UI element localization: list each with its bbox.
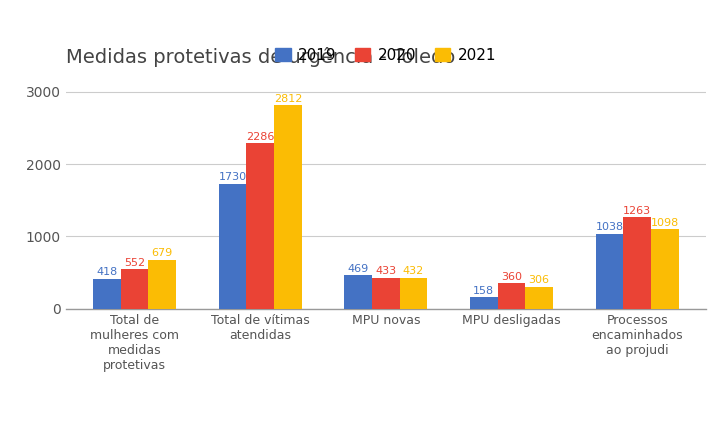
Bar — [219, 184, 246, 309]
Bar — [651, 230, 678, 309]
Bar — [372, 278, 400, 309]
Text: 552: 552 — [124, 258, 145, 268]
Text: 432: 432 — [403, 266, 424, 276]
Text: 433: 433 — [375, 266, 397, 276]
Text: 469: 469 — [347, 264, 369, 274]
Text: 1098: 1098 — [651, 218, 678, 228]
Bar — [93, 278, 121, 309]
Text: 1730: 1730 — [218, 172, 247, 182]
Bar — [121, 269, 149, 309]
Bar — [344, 275, 372, 309]
Bar — [526, 287, 553, 309]
Text: 360: 360 — [501, 272, 522, 281]
Bar — [623, 218, 651, 309]
Bar — [498, 283, 526, 309]
Legend: 2019, 2020, 2021: 2019, 2020, 2021 — [271, 43, 501, 67]
Text: Medidas protetivas de urgência - Toledo: Medidas protetivas de urgência - Toledo — [66, 47, 455, 67]
Text: 1038: 1038 — [596, 222, 623, 233]
Text: 418: 418 — [96, 267, 118, 277]
Text: 679: 679 — [151, 248, 173, 258]
Bar — [470, 297, 498, 309]
Text: 2286: 2286 — [246, 132, 274, 142]
Text: 1263: 1263 — [623, 206, 651, 216]
Bar — [596, 234, 623, 309]
Text: 306: 306 — [529, 275, 550, 285]
Text: 158: 158 — [473, 286, 494, 296]
Bar — [274, 105, 301, 309]
Bar — [400, 278, 427, 309]
Bar — [149, 260, 176, 309]
Bar — [246, 143, 274, 309]
Text: 2812: 2812 — [274, 94, 302, 104]
